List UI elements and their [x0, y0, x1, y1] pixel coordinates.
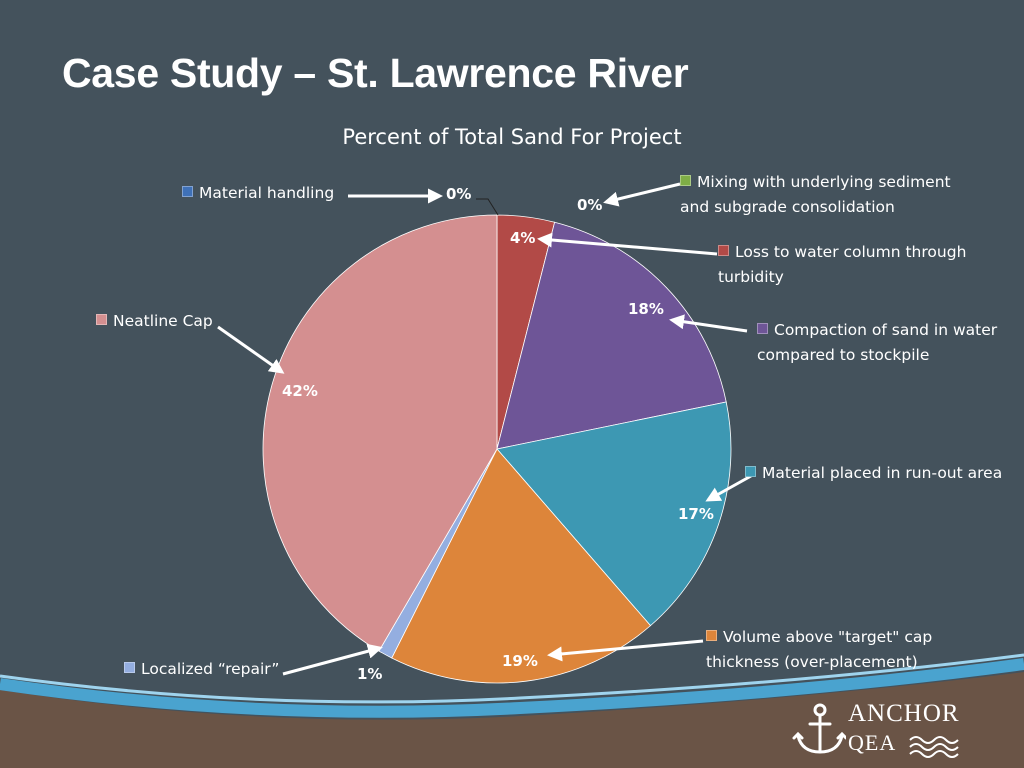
anchor-icon	[792, 703, 848, 754]
legend-item-localized-repair: Localized “repair”	[124, 657, 279, 682]
legend-label: Neatline Cap	[113, 312, 213, 330]
callout-arrow-loss-to-water-column-through-turbidity	[537, 232, 718, 256]
legend-item-volume-above-target-cap-thickness-over-placement: Volume above "target" cap thickness (over…	[706, 625, 932, 675]
pie-slice-compaction-of-sand-in-water-compared-to-stockpile	[496, 221, 727, 450]
legend-item-material-placed-in-run-out-area: Material placed in run-out area	[745, 461, 1002, 486]
callout-arrow-mixing-with-underlying-sediment-and-subgrade-consolidation	[603, 182, 681, 207]
wave-blue	[0, 658, 1024, 718]
legend-label: Material placed in run-out area	[762, 464, 1003, 482]
slide-title: Case Study – St. Lawrence River	[62, 50, 689, 96]
legend-swatch	[745, 466, 756, 477]
legend-label: turbidity	[718, 268, 784, 286]
wave-footer	[0, 653, 1024, 768]
chart-title: Percent of Total Sand For Project	[342, 125, 682, 149]
legend-item-compaction-of-sand-in-water-compared-to-stockpile: Compaction of sand in water compared to s…	[757, 318, 997, 368]
waves-icon	[909, 736, 959, 758]
legend-swatch	[757, 323, 768, 334]
data-label-compaction-of-sand-in-water-compared-to-stockpile: 18%	[628, 300, 664, 318]
callout-arrow-localized-repair	[282, 643, 383, 676]
logo-text-qea: QEA	[848, 730, 897, 755]
legend-item-neatline-cap: Neatline Cap	[96, 309, 213, 334]
leader-line-material-handling	[476, 198, 499, 216]
legend-swatch	[718, 245, 729, 256]
legend-label: Localized “repair”	[141, 660, 280, 678]
legend-label: Compaction of sand in water	[774, 321, 998, 339]
legend-swatch	[706, 630, 717, 641]
legend-item-mixing-with-underlying-sediment-and-subgrade-consolidation: Mixing with underlying sediment and subgr…	[680, 170, 951, 220]
legend-label: Mixing with underlying sediment	[697, 173, 951, 191]
legend-label: thickness (over-placement)	[706, 653, 918, 671]
legend-label: Material handling	[199, 184, 335, 202]
legend-swatch	[96, 314, 107, 325]
pie-slices	[262, 214, 732, 684]
legend-swatch	[182, 186, 193, 197]
legend-item-material-handling: Material handling	[182, 181, 334, 206]
logo-text-anchor: ANCHOR	[848, 700, 960, 727]
callout-arrows	[217, 182, 752, 676]
data-label-material-placed-in-run-out-area: 17%	[678, 505, 714, 523]
data-label-loss-to-water-column-through-turbidity: 4%	[510, 229, 536, 247]
callout-arrow-compaction-of-sand-in-water-compared-to-stockpile	[669, 314, 748, 333]
data-label-neatline-cap: 42%	[282, 382, 318, 400]
callout-arrow-neatline-cap	[217, 325, 285, 374]
pie-slice-volume-above-target-cap-thickness-over-placement	[391, 448, 652, 684]
anchor-qea-logo: ANCHOR QEA	[790, 700, 990, 760]
legend-label: Loss to water column through	[735, 243, 967, 261]
legend-label: compared to stockpile	[757, 346, 930, 364]
data-label-volume-above-target-cap-thickness-over-placement: 19%	[502, 652, 538, 670]
pie-slice-material-placed-in-run-out-area	[496, 401, 732, 627]
data-label-mixing-with-underlying-sediment-and-subgrade-consolidation: 0%	[577, 196, 603, 214]
callout-arrow-material-placed-in-run-out-area	[705, 474, 752, 502]
data-label-material-handling: 0%	[446, 185, 472, 203]
legend-swatch	[124, 662, 135, 673]
legend-label: and subgrade consolidation	[680, 198, 895, 216]
wave-light	[0, 653, 1024, 704]
rock-strip	[0, 672, 1024, 768]
legend-swatch	[680, 175, 691, 186]
legend-item-loss-to-water-column-through-turbidity: Loss to water column through turbidity	[718, 240, 966, 290]
data-label-localized-repair: 1%	[357, 665, 383, 683]
legend-label: Volume above "target" cap	[723, 628, 933, 646]
pie-slice-neatline-cap	[262, 214, 498, 652]
callout-arrow-volume-above-target-cap-thickness-over-placement	[547, 639, 704, 662]
